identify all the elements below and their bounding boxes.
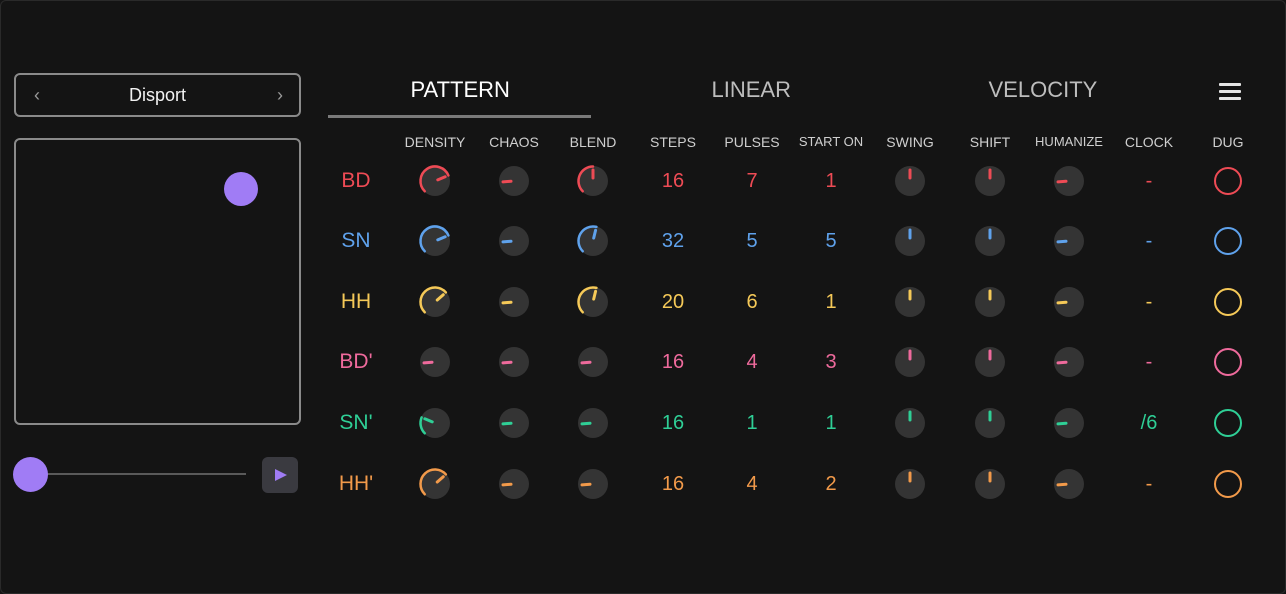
start-on-value-hh[interactable]: 1 xyxy=(825,291,837,313)
clock-value-sn-prime[interactable]: /6 xyxy=(1140,412,1158,434)
shift-knob-bd[interactable] xyxy=(972,163,1008,199)
humanize-knob-bd[interactable] xyxy=(1051,163,1087,199)
tab-pattern[interactable]: PATTERN xyxy=(410,77,510,102)
humanize-knob-hh[interactable] xyxy=(1051,284,1087,320)
steps-value-sn-prime[interactable]: 16 xyxy=(661,412,685,434)
swing-knob-sn[interactable] xyxy=(892,223,928,259)
blend-knob-hh-prime[interactable] xyxy=(575,466,611,502)
start-on-value-hh-prime[interactable]: 2 xyxy=(825,473,837,495)
clock-value-bd[interactable]: - xyxy=(1145,170,1153,192)
blend-knob-sn[interactable] xyxy=(575,223,611,259)
clock-value-hh[interactable]: - xyxy=(1145,291,1153,313)
shift-knob-sn-prime[interactable] xyxy=(972,405,1008,441)
row-label-sn: SN xyxy=(341,229,371,252)
start-on-value-sn[interactable]: 5 xyxy=(825,230,837,252)
clock-value-sn[interactable]: - xyxy=(1145,230,1153,252)
density-knob-sn[interactable] xyxy=(417,223,453,259)
swing-knob-sn-prime[interactable] xyxy=(892,405,928,441)
play-button[interactable] xyxy=(262,457,298,493)
column-header-humanize: HUMANIZE xyxy=(1035,134,1103,149)
clock-value-bd-prime[interactable]: - xyxy=(1145,351,1153,373)
column-header-pulses: PULSES xyxy=(724,134,780,150)
dug-toggle-hh[interactable] xyxy=(1213,287,1242,316)
row-label-hh-prime: HH' xyxy=(338,472,374,495)
xy-pad-puck[interactable] xyxy=(224,172,258,206)
column-header-chaos: CHAOS xyxy=(489,134,539,150)
blend-knob-hh[interactable] xyxy=(575,284,611,320)
steps-value-sn[interactable]: 32 xyxy=(661,230,685,252)
pulses-value-sn[interactable]: 5 xyxy=(746,230,758,252)
shift-knob-sn[interactable] xyxy=(972,223,1008,259)
start-on-value-sn-prime[interactable]: 1 xyxy=(825,412,837,434)
preset-selector[interactable]: ‹ Disport › xyxy=(14,73,301,117)
column-header-clock: CLOCK xyxy=(1124,134,1174,150)
shift-knob-bd-prime[interactable] xyxy=(972,344,1008,380)
swing-knob-hh-prime[interactable] xyxy=(892,466,928,502)
blend-knob-bd-prime[interactable] xyxy=(575,344,611,380)
dug-toggle-bd[interactable] xyxy=(1213,166,1242,195)
column-header-steps: STEPS xyxy=(650,134,696,150)
swing-knob-bd[interactable] xyxy=(892,163,928,199)
row-label-hh: HH xyxy=(340,290,372,313)
steps-value-bd-prime[interactable]: 16 xyxy=(661,351,685,373)
chaos-knob-hh-prime[interactable] xyxy=(496,466,532,502)
density-knob-hh-prime[interactable] xyxy=(417,466,453,502)
hamburger-menu-icon[interactable] xyxy=(1219,83,1241,101)
chaos-knob-sn[interactable] xyxy=(496,223,532,259)
dug-toggle-hh-prime[interactable] xyxy=(1213,469,1242,498)
density-knob-sn-prime[interactable] xyxy=(417,405,453,441)
blend-knob-sn-prime[interactable] xyxy=(575,405,611,441)
humanize-knob-sn[interactable] xyxy=(1051,223,1087,259)
density-knob-bd-prime[interactable] xyxy=(417,344,453,380)
clock-value-hh-prime[interactable]: - xyxy=(1145,473,1153,495)
swing-knob-bd-prime[interactable] xyxy=(892,344,928,380)
chaos-knob-hh[interactable] xyxy=(496,284,532,320)
chaos-knob-bd-prime[interactable] xyxy=(496,344,532,380)
chaos-knob-sn-prime[interactable] xyxy=(496,405,532,441)
column-header-density: DENSITY xyxy=(404,134,466,150)
blend-knob-bd[interactable] xyxy=(575,163,611,199)
tab-linear[interactable]: LINEAR xyxy=(711,77,791,102)
column-header-blend: BLEND xyxy=(569,134,617,150)
tab-velocity[interactable]: VELOCITY xyxy=(988,77,1098,102)
start-on-value-bd-prime[interactable]: 3 xyxy=(825,351,837,373)
dug-toggle-sn[interactable] xyxy=(1213,226,1242,255)
transport-slider-thumb[interactable] xyxy=(13,457,48,492)
active-tab-indicator xyxy=(328,115,591,118)
pulses-value-bd-prime[interactable]: 4 xyxy=(746,351,758,373)
steps-value-hh-prime[interactable]: 16 xyxy=(661,473,685,495)
steps-value-bd[interactable]: 16 xyxy=(661,170,685,192)
start-on-value-bd[interactable]: 1 xyxy=(825,170,837,192)
dug-toggle-sn-prime[interactable] xyxy=(1213,408,1242,437)
pulses-value-sn-prime[interactable]: 1 xyxy=(746,412,758,434)
dug-toggle-bd-prime[interactable] xyxy=(1213,347,1242,376)
column-header-start-on: START ON xyxy=(798,134,864,149)
chaos-knob-bd[interactable] xyxy=(496,163,532,199)
pulses-value-hh[interactable]: 6 xyxy=(746,291,758,313)
pulses-value-bd[interactable]: 7 xyxy=(746,170,758,192)
row-label-bd: BD xyxy=(341,169,371,192)
swing-knob-hh[interactable] xyxy=(892,284,928,320)
column-header-swing: SWING xyxy=(886,134,934,150)
row-label-sn-prime: SN' xyxy=(339,411,373,434)
pulses-value-hh-prime[interactable]: 4 xyxy=(746,473,758,495)
play-icon xyxy=(275,469,287,481)
density-knob-bd[interactable] xyxy=(417,163,453,199)
xy-pad[interactable] xyxy=(14,138,301,425)
column-header-shift: SHIFT xyxy=(969,134,1011,150)
humanize-knob-bd-prime[interactable] xyxy=(1051,344,1087,380)
density-knob-hh[interactable] xyxy=(417,284,453,320)
column-header-dug: DUG xyxy=(1212,134,1244,150)
transport-slider-track[interactable] xyxy=(30,473,246,475)
humanize-knob-sn-prime[interactable] xyxy=(1051,405,1087,441)
preset-name: Disport xyxy=(128,85,186,105)
row-label-bd-prime: BD' xyxy=(339,350,373,373)
humanize-knob-hh-prime[interactable] xyxy=(1051,466,1087,502)
steps-value-hh[interactable]: 20 xyxy=(661,291,685,313)
shift-knob-hh-prime[interactable] xyxy=(972,466,1008,502)
shift-knob-hh[interactable] xyxy=(972,284,1008,320)
chevron-left-icon[interactable]: ‹ xyxy=(34,85,40,105)
chevron-right-icon[interactable]: › xyxy=(277,85,283,105)
